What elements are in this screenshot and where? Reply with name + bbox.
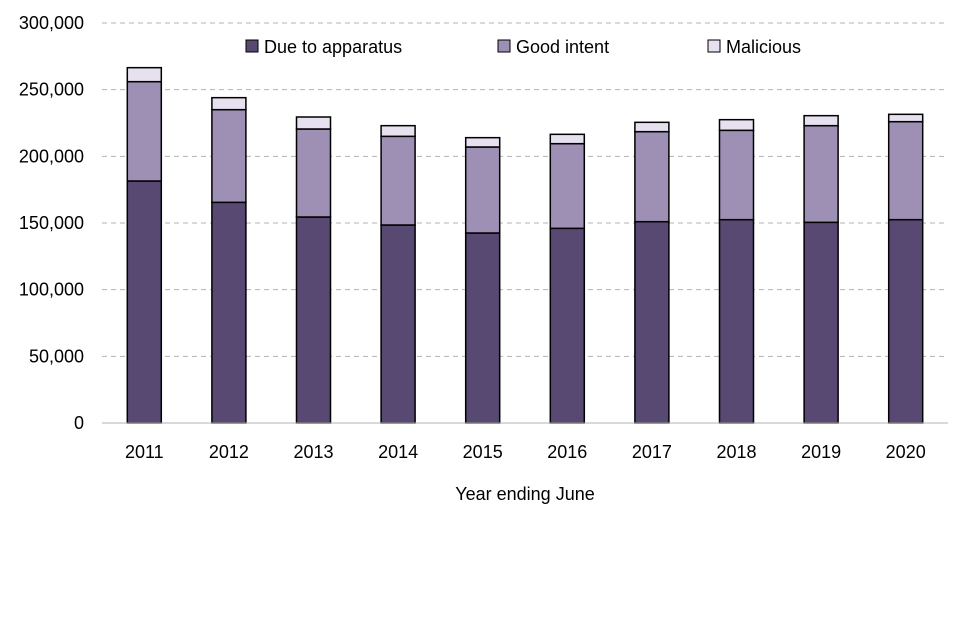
legend-swatch-malicious [707, 39, 721, 53]
x-tick-label: 2015 [463, 442, 503, 462]
bar-malicious-2015 [464, 136, 501, 148]
bar-good-intent-2012 [211, 108, 247, 204]
bar-good-intent-2018 [718, 129, 755, 221]
x-tick-label: 2011 [125, 442, 164, 462]
bar-good-intent-2017 [634, 130, 670, 223]
x-tick-label: 2016 [547, 442, 587, 462]
bar-good-intent-2013 [295, 128, 332, 218]
x-axis: 2011 2012 2013 2014 2015 2016 2017 2018 2019 2020 [102, 422, 948, 462]
bar-due-to-apparatus-2014 [380, 224, 416, 424]
bar-malicious-2014 [380, 124, 416, 138]
bar-malicious-2018 [718, 118, 755, 132]
bar-good-intent-2014 [380, 135, 416, 226]
x-tick-label: 2014 [378, 442, 418, 462]
y-tick-label: 250,000 [19, 80, 84, 100]
x-tick-label: 2020 [886, 442, 926, 462]
y-tick-label: 200,000 [19, 146, 84, 166]
bar-good-intent-2016 [549, 142, 586, 230]
legend-label: Malicious [726, 37, 801, 57]
x-tick-label: 2012 [209, 442, 249, 462]
bar-malicious-2017 [634, 121, 670, 133]
bar-malicious-2020 [887, 113, 924, 123]
bar-malicious-2019 [803, 114, 839, 127]
bar-due-to-apparatus-2017 [634, 220, 670, 424]
y-tick-label: 100,000 [19, 280, 84, 300]
x-tick-label: 2013 [293, 442, 333, 462]
bar-good-intent-2020 [887, 120, 924, 221]
bar-due-to-apparatus-2012 [211, 201, 247, 424]
bar-malicious-2012 [211, 96, 247, 111]
bar-due-to-apparatus-2011 [126, 180, 163, 424]
x-tick-label: 2017 [632, 442, 672, 462]
legend-label: Due to apparatus [264, 37, 402, 57]
bar-due-to-apparatus-2018 [718, 218, 755, 424]
y-tick-label: 0 [74, 413, 84, 433]
x-axis-title: Year ending June [455, 484, 594, 504]
bar-malicious-2013 [295, 116, 332, 130]
bar-malicious-2016 [549, 133, 586, 145]
bar-due-to-apparatus-2016 [549, 227, 586, 424]
x-tick-label: 2018 [716, 442, 756, 462]
legend: Due to apparatus Good intent Malicious [245, 37, 801, 57]
x-tick-label: 2019 [801, 442, 841, 462]
legend-swatch-good-intent [497, 39, 511, 53]
bar-good-intent-2015 [464, 146, 501, 234]
bar-due-to-apparatus-2015 [464, 232, 501, 424]
bar-due-to-apparatus-2020 [887, 218, 924, 424]
bar-good-intent-2019 [803, 124, 839, 224]
legend-label: Good intent [516, 37, 609, 57]
bar-malicious-2011 [126, 66, 163, 83]
bar-due-to-apparatus-2019 [803, 221, 839, 424]
bar-due-to-apparatus-2013 [295, 216, 332, 424]
bar-good-intent-2011 [126, 80, 163, 182]
y-tick-label: 150,000 [19, 213, 84, 233]
bars [126, 66, 924, 424]
y-axis: 0 50,000 100,000 150,000 200,000 250,000 300,0… [19, 13, 84, 433]
legend-swatch-due-to-apparatus [245, 39, 259, 53]
y-tick-label: 300,000 [19, 13, 84, 33]
y-tick-label: 50,000 [29, 346, 84, 366]
